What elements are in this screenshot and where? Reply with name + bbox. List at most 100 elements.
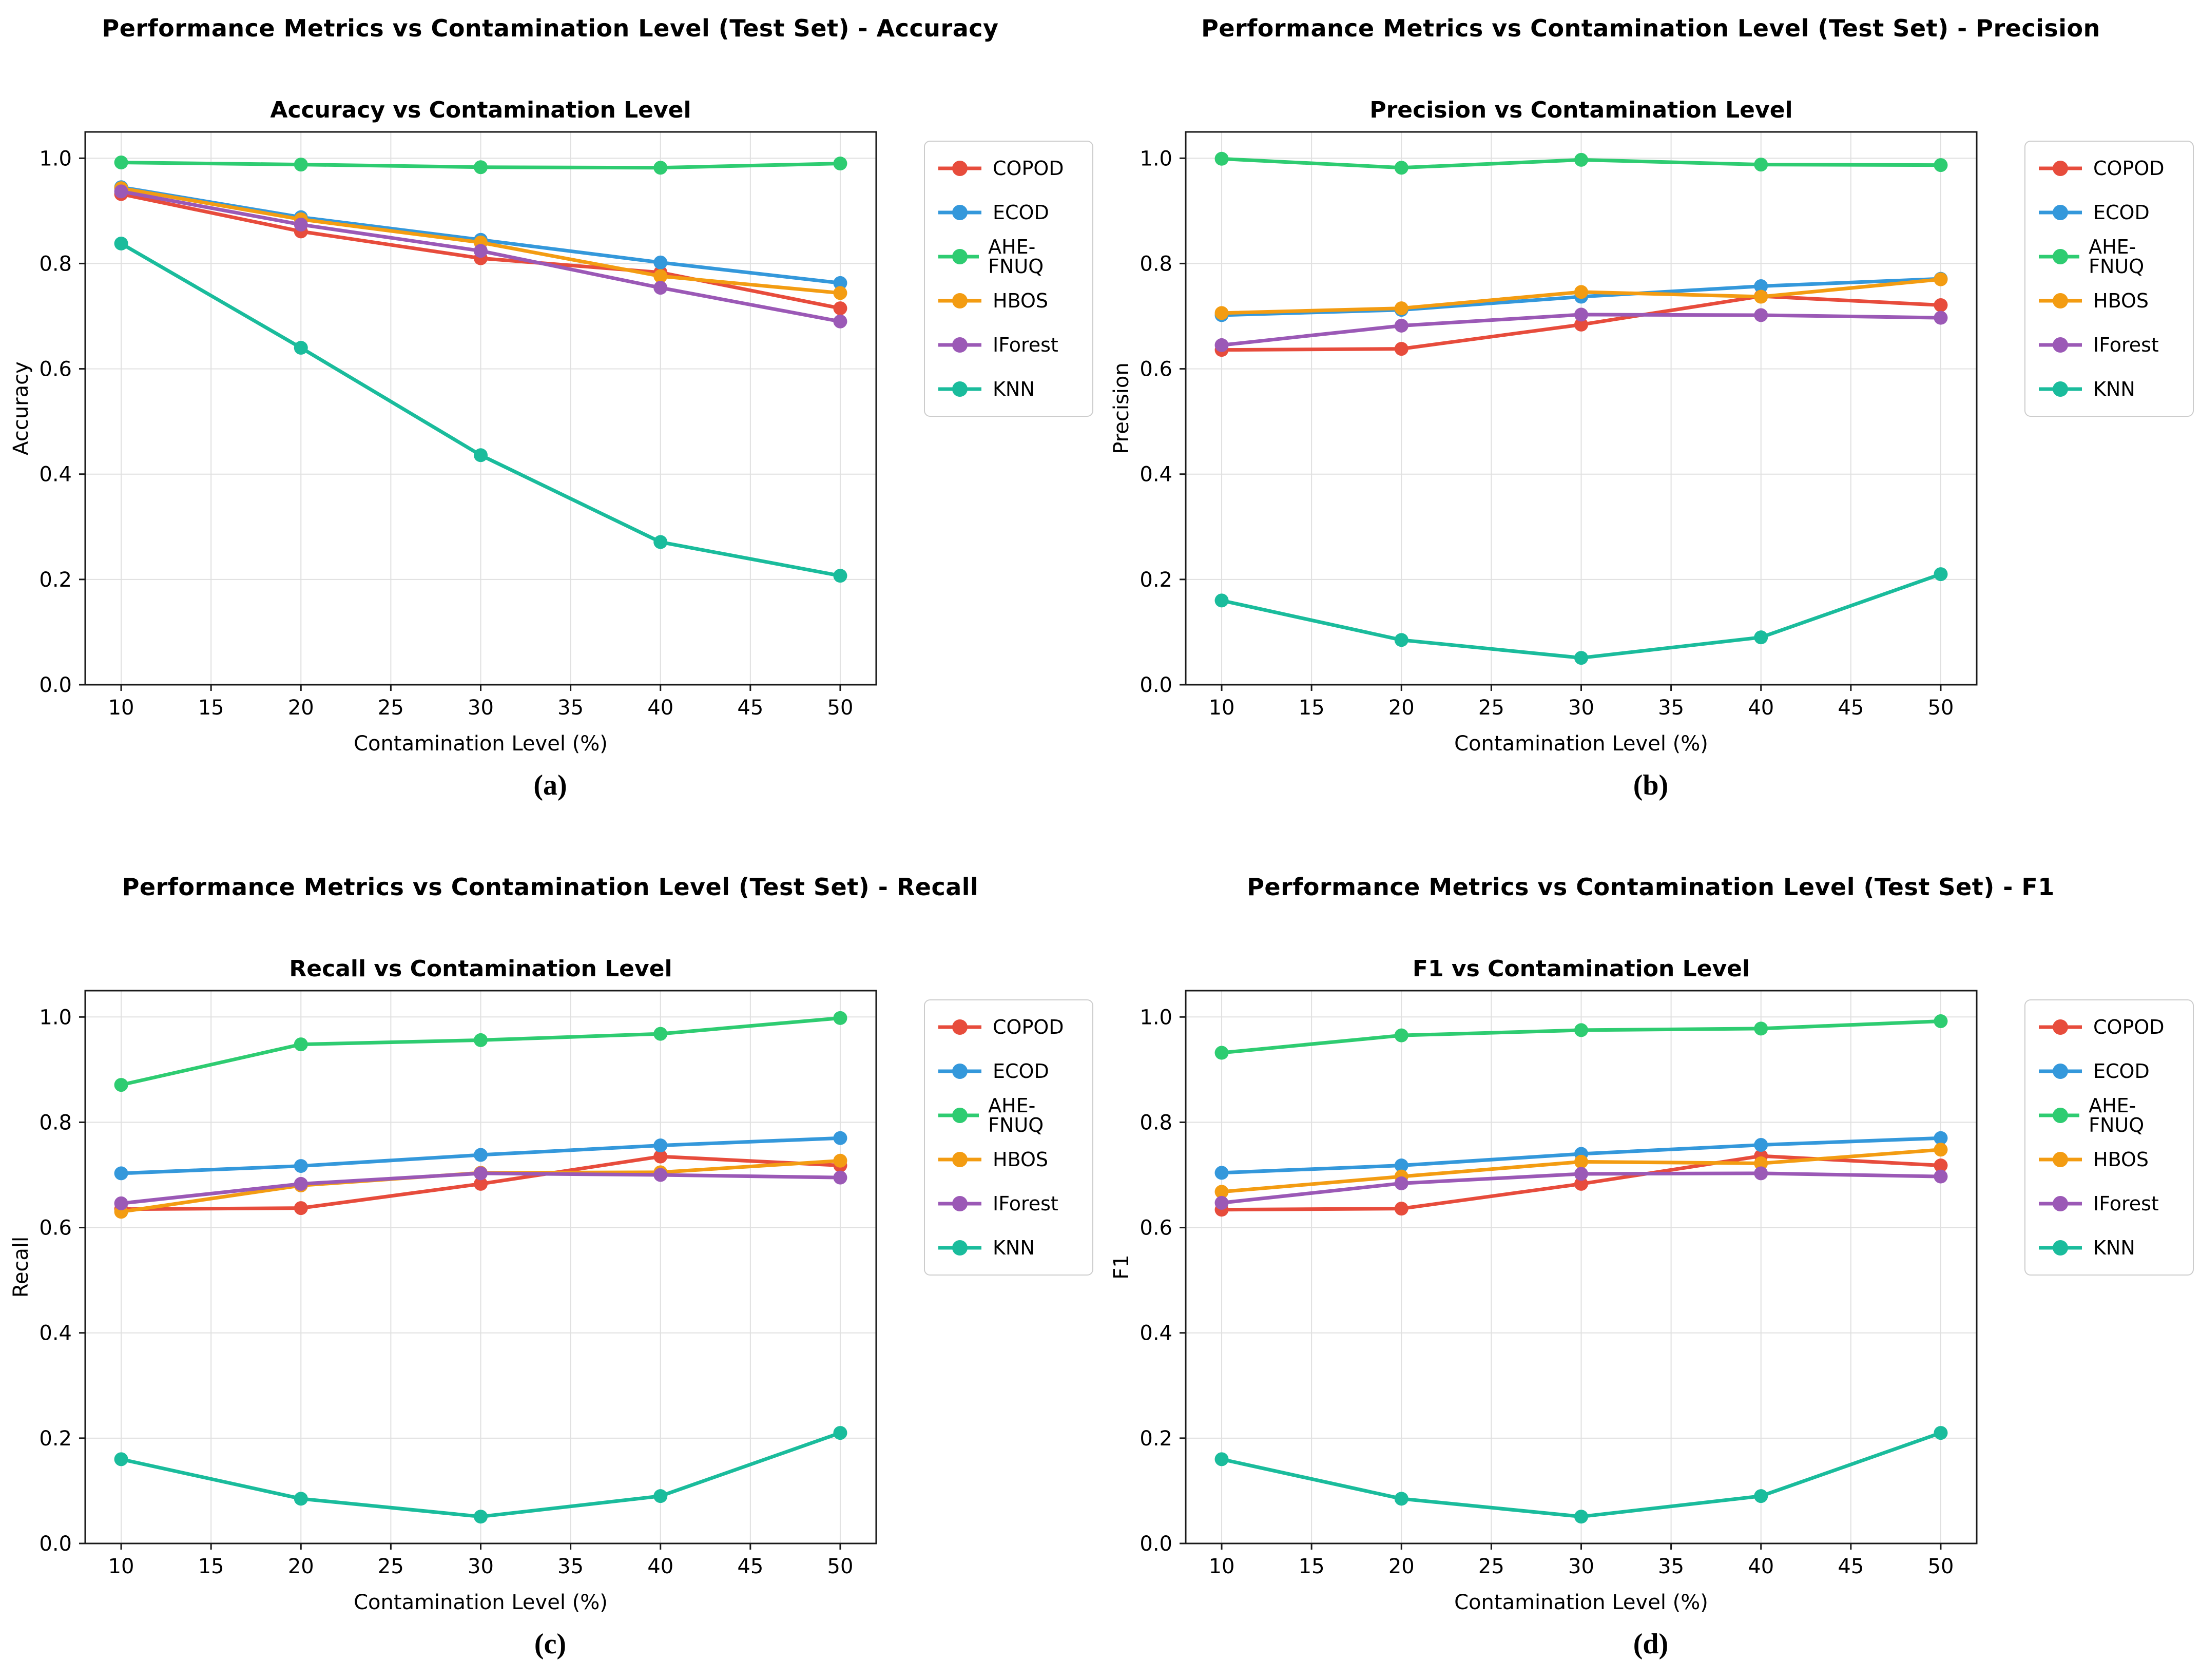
legend-marker-icon xyxy=(2039,293,2082,308)
x-tick-label: 45 xyxy=(1838,696,1864,720)
data-point-IForest xyxy=(833,1170,847,1185)
data-point-IForest xyxy=(1754,308,1768,322)
data-point-IForest xyxy=(294,218,308,232)
legend-item-COPOD: COPOD xyxy=(936,1011,1081,1044)
data-point-IForest xyxy=(833,314,847,329)
x-tick-label: 25 xyxy=(1478,696,1504,720)
legend-marker-icon xyxy=(2039,1196,2082,1211)
legend-item-KNN: KNN xyxy=(936,1231,1081,1264)
legend-marker-icon xyxy=(938,161,981,176)
data-point-COPOD xyxy=(1394,342,1408,356)
chart-title: Precision vs Contamination Level xyxy=(1369,97,1792,123)
legend-item-COPOD: COPOD xyxy=(2037,1011,2181,1044)
x-tick-label: 40 xyxy=(647,696,673,720)
data-point-AHE-FNUQ xyxy=(474,160,488,175)
y-tick-label: 0.4 xyxy=(39,1322,72,1345)
legend-label: AHE-FNUQ xyxy=(988,236,1044,278)
y-tick-label: 1.0 xyxy=(1140,1006,1172,1029)
legend-marker-icon xyxy=(2039,337,2082,353)
data-point-KNN xyxy=(1394,633,1408,647)
x-tick-label: 10 xyxy=(108,696,134,720)
data-point-ECOD xyxy=(833,276,847,290)
legend: COPOD ECOD AHE-FNUQ HBOS IForest KNN xyxy=(924,141,1093,417)
data-point-AHE-FNUQ xyxy=(114,155,128,169)
precision-line-chart: 10 15 20 25 30 35 40 45 50 0.0 0.2 0.4 0.6 0.8 1.0 Cont… xyxy=(1110,97,1978,756)
data-point-ECOD xyxy=(474,1148,488,1162)
data-point-ECOD xyxy=(114,1166,128,1181)
legend-marker-icon xyxy=(2039,1064,2082,1079)
legend-label: IForest xyxy=(2093,334,2159,356)
data-point-ECOD xyxy=(1754,1138,1768,1152)
y-tick-label: 0.2 xyxy=(39,568,72,592)
data-point-AHE-FNUQ xyxy=(1934,1014,1948,1028)
legend: COPOD ECOD AHE-FNUQ HBOS IForest KNN xyxy=(924,999,1093,1276)
data-point-KNN xyxy=(1754,1489,1768,1503)
data-point-KNN xyxy=(1754,630,1768,645)
legend-label: HBOS xyxy=(2093,289,2149,312)
data-point-ECOD xyxy=(294,1159,308,1173)
panel-suptitle: Performance Metrics vs Contamination Lev… xyxy=(122,873,979,901)
x-tick-label: 20 xyxy=(1388,696,1415,720)
legend-marker-icon xyxy=(2039,1108,2080,1123)
y-tick-label: 1.0 xyxy=(39,1006,72,1029)
data-point-IForest xyxy=(653,281,668,295)
y-tick-label: 0.4 xyxy=(1140,463,1172,487)
legend-marker-icon xyxy=(938,1019,981,1035)
legend-marker-icon xyxy=(938,1064,981,1079)
x-tick-label: 30 xyxy=(468,696,494,720)
data-point-IForest xyxy=(1394,318,1408,333)
panel-caption: (c) xyxy=(534,1628,567,1660)
data-point-KNN xyxy=(474,448,488,462)
legend-label: HBOS xyxy=(993,289,1049,312)
legend-item-KNN: KNN xyxy=(2037,1231,2181,1264)
data-point-AHE-FNUQ xyxy=(1574,1023,1588,1037)
data-point-KNN xyxy=(1574,651,1588,665)
panel-suptitle: Performance Metrics vs Contamination Lev… xyxy=(1247,873,2055,901)
data-point-HBOS xyxy=(833,1153,847,1168)
f1-line-chart: 10 15 20 25 30 35 40 45 50 0.0 0.2 0.4 0.6 0.8 1.0 Cont… xyxy=(1110,956,1978,1614)
data-point-COPOD xyxy=(1574,317,1588,332)
panel-accuracy: Performance Metrics vs Contamination Lev… xyxy=(0,0,1100,859)
recall-line-chart: 10 15 20 25 30 35 40 45 50 0.0 0.2 0.4 0.6 0.8 1.0 Cont… xyxy=(9,956,877,1614)
data-point-COPOD xyxy=(653,1149,668,1164)
data-point-HBOS xyxy=(653,269,668,283)
legend-label: AHE-FNUQ xyxy=(988,1094,1044,1136)
data-point-HBOS xyxy=(1574,285,1588,299)
x-tick-label: 40 xyxy=(1748,1555,1774,1578)
data-point-KNN xyxy=(114,236,128,250)
data-point-KNN xyxy=(1214,1452,1229,1466)
data-point-HBOS xyxy=(1394,301,1408,316)
data-point-KNN xyxy=(833,569,847,583)
legend-marker-icon xyxy=(938,337,981,353)
x-tick-label: 50 xyxy=(827,1555,854,1578)
panel-caption: (b) xyxy=(1633,769,1669,801)
y-axis-label: Precision xyxy=(1110,362,1133,454)
legend-item-AHE-FNUQ: AHE-FNUQ xyxy=(2037,1096,2181,1135)
data-point-AHE-FNUQ xyxy=(294,1037,308,1052)
data-point-ECOD xyxy=(1214,1166,1229,1180)
x-tick-label: 50 xyxy=(827,696,854,720)
data-point-IForest xyxy=(1754,1166,1768,1181)
x-tick-label: 30 xyxy=(1568,1555,1594,1578)
x-tick-label: 10 xyxy=(108,1555,134,1578)
y-tick-label: 0.8 xyxy=(39,1111,72,1134)
legend-label: KNN xyxy=(2093,378,2135,400)
y-axis-label: Accuracy xyxy=(9,361,33,455)
x-tick-label: 35 xyxy=(557,696,584,720)
data-point-KNN xyxy=(1934,567,1948,582)
x-tick-label: 45 xyxy=(737,696,763,720)
legend-marker-icon xyxy=(2039,1152,2082,1167)
legend-marker-icon xyxy=(938,205,981,220)
legend-item-ECOD: ECOD xyxy=(936,1055,1081,1088)
x-axis-label: Contamination Level (%) xyxy=(1454,1591,1708,1614)
legend-item-HBOS: HBOS xyxy=(2037,284,2181,317)
legend-marker-icon xyxy=(2039,161,2082,176)
panel-caption: (d) xyxy=(1633,1628,1669,1660)
legend-item-KNN: KNN xyxy=(2037,373,2181,405)
legend-marker-icon xyxy=(938,293,981,308)
x-axis-label: Contamination Level (%) xyxy=(354,1591,608,1614)
legend-label: KNN xyxy=(993,378,1035,400)
x-tick-label: 25 xyxy=(1478,1555,1504,1578)
data-point-IForest xyxy=(1394,1176,1408,1190)
panel-precision: Performance Metrics vs Contamination Lev… xyxy=(1100,0,2201,859)
